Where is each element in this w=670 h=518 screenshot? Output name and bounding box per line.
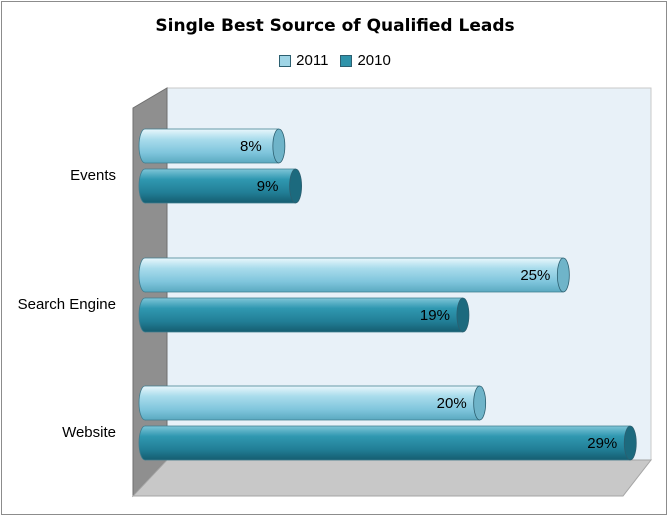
chart-legend: 2011 2010 bbox=[0, 52, 670, 69]
bar-2010-search-engine bbox=[138, 297, 470, 333]
legend-label-2011: 2011 bbox=[296, 52, 329, 69]
category-label: Events bbox=[70, 167, 116, 184]
plot-floor bbox=[131, 459, 653, 497]
data-label: 29% bbox=[587, 435, 617, 452]
bar-2010-website bbox=[138, 425, 637, 461]
bar-2011-search-engine bbox=[138, 257, 570, 293]
data-label: 20% bbox=[437, 395, 467, 412]
data-label: 9% bbox=[257, 178, 279, 195]
bar-2010-events bbox=[138, 168, 303, 204]
category-label: Website bbox=[62, 424, 116, 441]
legend-item-2011: 2011 bbox=[279, 52, 328, 69]
data-label: 19% bbox=[420, 307, 450, 324]
legend-item-2010: 2010 bbox=[340, 52, 391, 69]
chart-title: Single Best Source of Qualified Leads bbox=[155, 16, 515, 36]
legend-swatch-2010 bbox=[340, 54, 353, 67]
legend-label-2010: 2010 bbox=[357, 52, 391, 69]
bar-2011-website bbox=[138, 385, 487, 421]
data-label: 8% bbox=[240, 138, 262, 155]
data-label: 25% bbox=[520, 267, 550, 284]
legend-swatch-2011 bbox=[279, 54, 292, 67]
category-label: Search Engine bbox=[18, 296, 116, 313]
bar-2011-events bbox=[138, 128, 286, 164]
